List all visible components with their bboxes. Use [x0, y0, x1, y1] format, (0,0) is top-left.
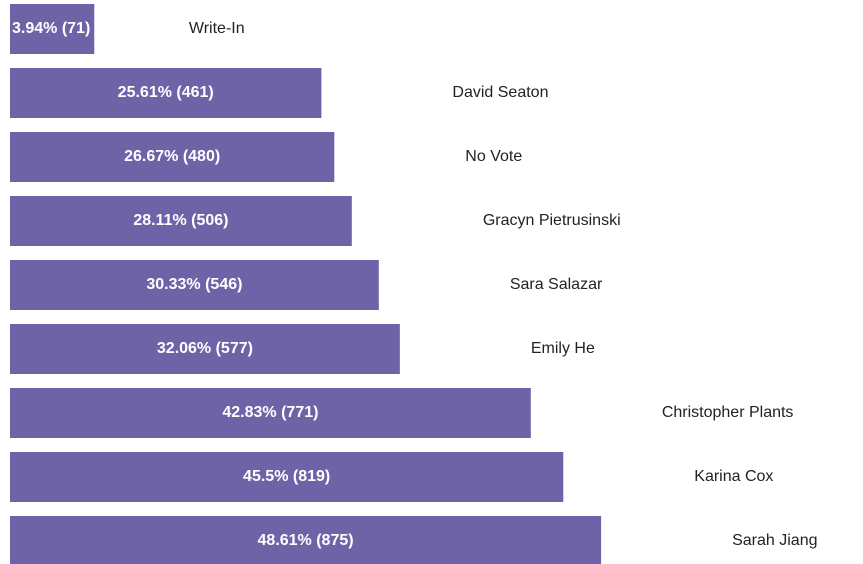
- category-label: Christopher Plants: [662, 404, 794, 421]
- bar: [10, 388, 531, 438]
- category-label: Emily He: [531, 340, 595, 357]
- bar-label: 32.06% (577): [157, 340, 253, 357]
- bar: [10, 132, 335, 182]
- bar: [10, 4, 95, 54]
- category-label: Write-In: [189, 20, 245, 37]
- bar: [10, 68, 322, 118]
- bar: [10, 196, 352, 246]
- bar-label: 3.94% (71): [12, 20, 90, 37]
- bar: [10, 260, 379, 310]
- bar: [10, 324, 400, 374]
- category-label: David Seaton: [452, 84, 548, 101]
- category-label: Gracyn Pietrusinski: [483, 212, 621, 229]
- category-label: Karina Cox: [694, 468, 773, 485]
- category-label: No Vote: [465, 148, 522, 165]
- bar-label: 45.5% (819): [243, 468, 330, 485]
- bar-label: 26.67% (480): [124, 148, 220, 165]
- bar-label: 28.11% (506): [133, 212, 228, 229]
- bar-label: 48.61% (875): [258, 532, 354, 549]
- bar: [10, 452, 564, 502]
- bar-label: 25.61% (461): [118, 84, 214, 101]
- bar-label: 30.33% (546): [146, 276, 242, 293]
- bar-label: 42.83% (771): [222, 404, 318, 421]
- category-label: Sara Salazar: [510, 276, 603, 293]
- bar: [10, 516, 602, 564]
- category-label: Sarah Jiang: [732, 532, 817, 549]
